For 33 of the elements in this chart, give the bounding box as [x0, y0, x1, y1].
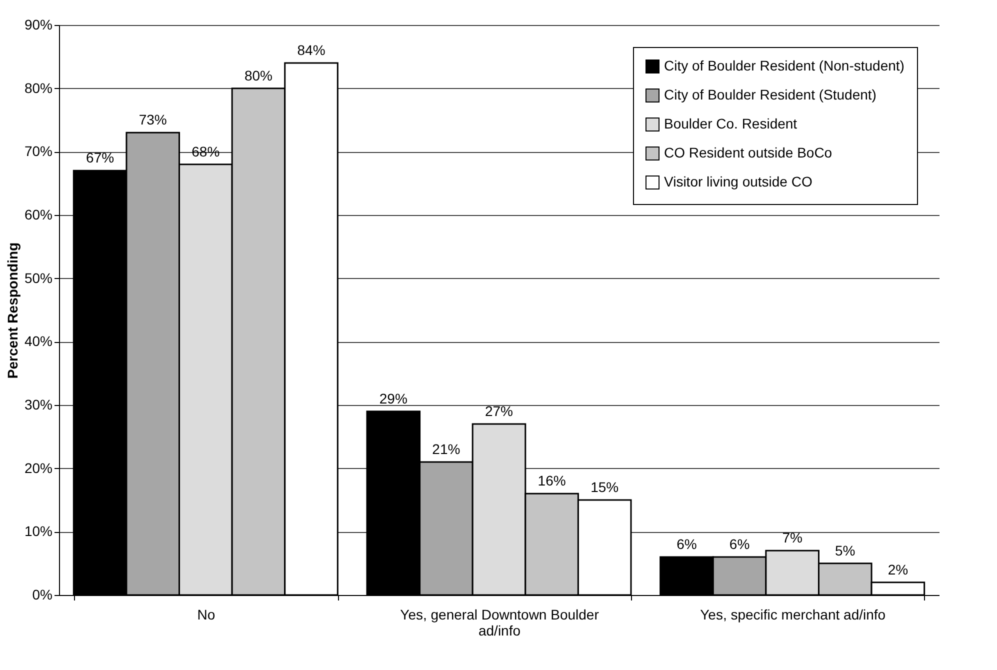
legend-label: CO Resident outside BoCo — [664, 144, 832, 160]
y-tick-label: 10% — [24, 523, 52, 540]
legend-label: Boulder Co. Resident — [664, 116, 798, 132]
legend-label: City of Boulder Resident (Non-student) — [664, 58, 904, 74]
y-axis-title: Percent Responding — [4, 242, 20, 379]
x-tick-label: Yes, specific merchant ad/info — [700, 606, 886, 622]
data-label: 29% — [379, 390, 408, 406]
data-label: 6% — [729, 536, 750, 552]
x-tick-label: No — [197, 606, 216, 622]
x-tick-label: Yes, general Downtown Boulder ad/info — [400, 606, 600, 638]
y-tick-label: 80% — [24, 80, 52, 96]
y-tick-label: 90% — [24, 16, 52, 32]
y-tick-label: 30% — [24, 396, 52, 412]
data-label: 73% — [138, 112, 167, 128]
data-label: 7% — [782, 530, 802, 546]
legend-label: Visitor living outside CO — [664, 174, 812, 190]
y-tick-label: 50% — [24, 270, 52, 286]
y-tick-label: 40% — [24, 333, 52, 350]
data-label: 5% — [835, 542, 856, 558]
data-label: 21% — [432, 441, 460, 457]
data-label: 6% — [676, 536, 697, 552]
data-label: 16% — [538, 472, 566, 489]
legend-label: City of Boulder Resident (Student) — [664, 86, 876, 102]
y-tick-label: 70% — [24, 143, 52, 160]
data-label: 84% — [297, 42, 326, 58]
data-label: 67% — [86, 150, 114, 166]
data-label: 15% — [590, 479, 619, 495]
y-tick-label: 20% — [24, 460, 52, 476]
data-label: 27% — [484, 403, 514, 419]
data-label: 2% — [888, 561, 908, 578]
y-tick-label: 60% — [24, 206, 52, 222]
data-label: 80% — [244, 67, 272, 84]
y-tick-label: 0% — [32, 586, 52, 602]
